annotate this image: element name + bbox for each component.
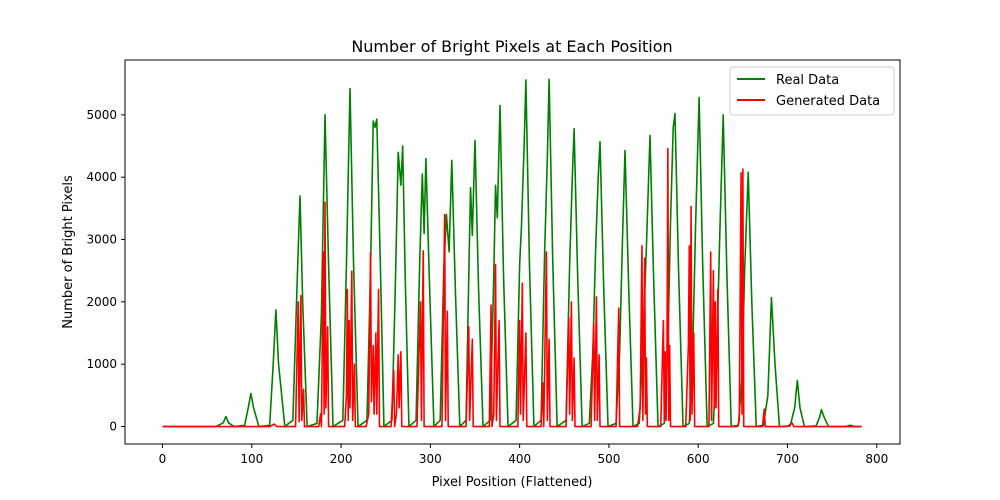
legend: Real Data Generated Data bbox=[729, 66, 895, 116]
y-tick-label: 3000 bbox=[86, 233, 117, 247]
x-tick-label: 400 bbox=[508, 452, 531, 466]
y-tick-label: 5000 bbox=[86, 108, 117, 122]
x-tick-label: 600 bbox=[687, 452, 710, 466]
x-tick-label: 800 bbox=[865, 452, 888, 466]
x-axis-ticks: 0 100 200 300 400 500 600 700 800 bbox=[159, 444, 888, 466]
y-tick-label: 0 bbox=[109, 420, 117, 434]
legend-box bbox=[729, 66, 895, 116]
x-axis-label: Pixel Position (Flattened) bbox=[432, 475, 593, 490]
x-tick-label: 300 bbox=[419, 452, 442, 466]
series-line-generated-data bbox=[162, 147, 862, 428]
y-axis-ticks: 0 1000 2000 3000 4000 5000 bbox=[86, 108, 125, 434]
x-tick-label: 500 bbox=[597, 452, 620, 466]
legend-label-real-data: Real Data bbox=[776, 73, 839, 88]
legend-label-generated-data: Generated Data bbox=[776, 94, 880, 109]
x-tick-label: 100 bbox=[240, 452, 263, 466]
y-tick-label: 4000 bbox=[86, 170, 117, 184]
y-tick-label: 2000 bbox=[86, 295, 117, 309]
y-tick-label: 1000 bbox=[86, 357, 117, 371]
series-line-real-data bbox=[162, 78, 862, 428]
y-axis-label: Number of Bright Pixels bbox=[61, 175, 76, 329]
x-tick-label: 700 bbox=[776, 452, 799, 466]
plot-area bbox=[162, 78, 862, 428]
axes-frame bbox=[124, 59, 901, 445]
chart-title: Number of Bright Pixels at Each Position bbox=[351, 37, 672, 56]
x-tick-label: 0 bbox=[159, 452, 167, 466]
x-tick-label: 200 bbox=[330, 452, 353, 466]
